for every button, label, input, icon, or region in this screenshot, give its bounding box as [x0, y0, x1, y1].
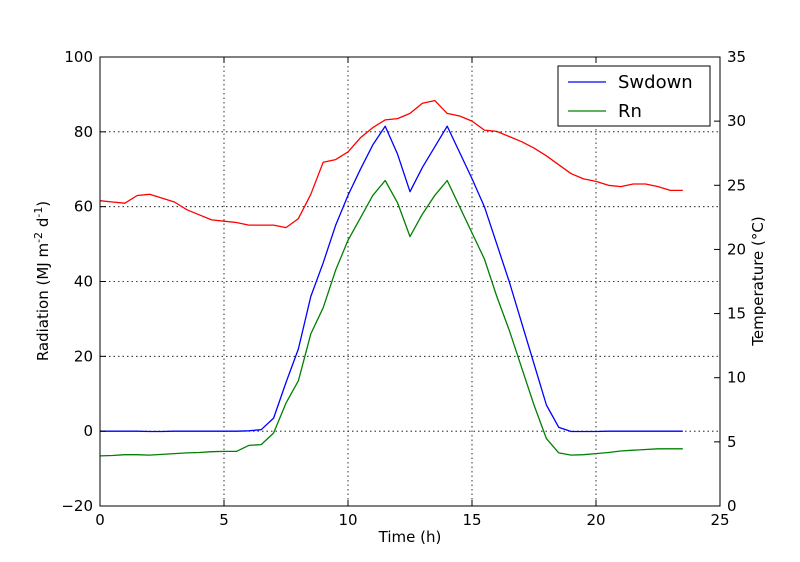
x-axis-label: Time (h) [378, 528, 442, 546]
x-tick-label: 10 [338, 511, 357, 529]
x-tick-label: 25 [710, 511, 729, 529]
y2-tick-label: 15 [727, 305, 746, 323]
series-line-rn [99, 179, 683, 457]
y2-tick-label: 10 [727, 369, 746, 387]
y2-axis-label: Temperature (°C) [749, 216, 767, 346]
y2-tick-label: 5 [727, 433, 737, 451]
y-tick-label: 40 [74, 273, 93, 291]
legend: Swdown Rn [557, 65, 711, 127]
legend-label-rn: Rn [618, 101, 642, 122]
x-tick-label: 5 [219, 511, 229, 529]
y-tick-label: 0 [83, 422, 93, 440]
series-lines [99, 99, 683, 457]
y2-tick-label: 35 [727, 48, 746, 66]
x-tick-label: 0 [95, 511, 105, 529]
series-line-temperature [99, 99, 683, 229]
y-tick-label: 100 [64, 48, 93, 66]
y2-tick-label: 25 [727, 176, 746, 194]
y-tick-label: 20 [74, 347, 93, 365]
legend-label-swdown: Swdown [618, 72, 693, 93]
y-axis-label: Radiation (MJ m-2 d-1) [32, 201, 52, 361]
y-tick-label: −20 [61, 497, 93, 515]
y2-tick-label: 30 [727, 112, 746, 130]
y-tick-label: 80 [74, 123, 93, 141]
y-tick-label: 60 [74, 198, 93, 216]
y2-tick-label: 20 [727, 240, 746, 258]
legend-box [557, 65, 711, 127]
y2-tick-label: 0 [727, 497, 737, 515]
series-line-swdown [100, 125, 683, 433]
x-tick-label: 15 [462, 511, 481, 529]
x-tick-label: 20 [586, 511, 605, 529]
